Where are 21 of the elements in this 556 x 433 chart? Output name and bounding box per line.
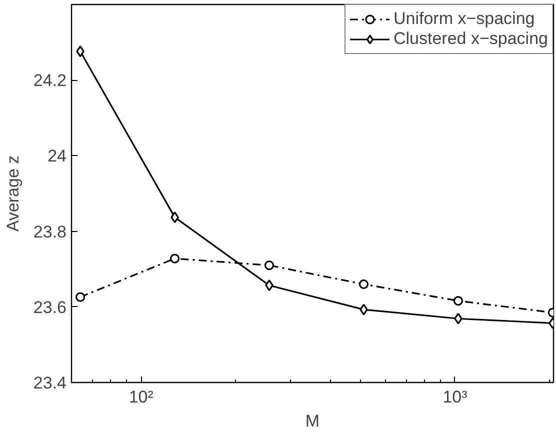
- point: [76, 46, 84, 58]
- y-tick-label: 23.8: [33, 222, 67, 242]
- point: [265, 280, 274, 292]
- legend-label: Uniform x−spacing: [393, 9, 535, 29]
- y-tick-label: 24.2: [33, 71, 67, 90]
- point: [360, 304, 368, 316]
- y-tick-label: 23.6: [33, 298, 67, 317]
- x-tick-label: 10³: [442, 388, 468, 406]
- x-tick-label: 10²: [128, 388, 154, 406]
- point: [453, 296, 464, 306]
- point: [75, 292, 86, 302]
- legend-label: Clustered x−spacing: [393, 29, 548, 49]
- point: [264, 260, 274, 270]
- point: [170, 212, 179, 224]
- point: [170, 254, 180, 264]
- point: [454, 312, 462, 324]
- y-axis-title: Average z: [3, 155, 22, 232]
- point: [358, 279, 369, 290]
- y-tick-label: 24: [48, 146, 67, 166]
- y-tick-label: 23.4: [33, 374, 67, 392]
- x-axis-title: M: [305, 412, 320, 430]
